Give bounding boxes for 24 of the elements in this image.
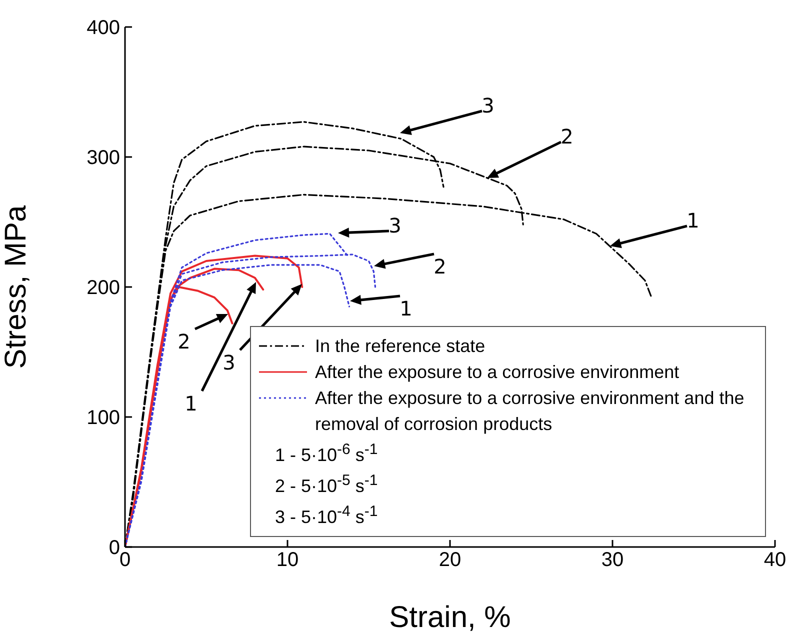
annotation: 1 (686, 208, 700, 232)
y-axis-title: Stress, MPa (0, 205, 33, 369)
annotation: 1 (400, 296, 412, 320)
y-tick-label: 400 (86, 17, 120, 40)
x-tick-label: 40 (764, 549, 786, 572)
x-axis-title: Strain, % (389, 601, 511, 634)
annotation: 2 (560, 124, 574, 148)
y-tick-label: 300 (86, 147, 120, 170)
x-tick-label: 20 (438, 549, 462, 572)
annotation: 3 - 5·10$^{-4}$ s$^{-1}$ (274, 502, 379, 529)
legend-label: After the exposure to a corrosive environment (315, 361, 680, 384)
annotation: 3 (388, 213, 402, 238)
annotation: 2 (434, 254, 446, 278)
annotation: 3 (222, 350, 236, 374)
annotation: 1 (184, 391, 198, 416)
x-tick-label: 10 (276, 549, 299, 572)
annotation: 3 (482, 93, 494, 118)
x-tick-label: 30 (601, 549, 624, 572)
annotation: 2 - 5·10$^{-5}$ s$^{-1}$ (274, 471, 379, 498)
annotation: 1 - 5·10$^{-6}$ s$^{-1}$ (274, 440, 379, 467)
y-tick-label: 100 (86, 407, 120, 430)
y-tick-label: 200 (86, 277, 120, 300)
legend-label: In the reference state (315, 335, 486, 358)
annotation: 2 (178, 329, 190, 354)
